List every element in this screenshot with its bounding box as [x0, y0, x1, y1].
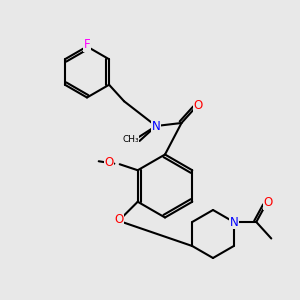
Text: F: F [84, 38, 90, 52]
Text: N: N [230, 215, 238, 229]
Text: N: N [152, 119, 160, 133]
Text: O: O [115, 213, 124, 226]
Text: CH₃: CH₃ [122, 135, 139, 144]
Text: O: O [105, 156, 114, 169]
Text: O: O [194, 98, 202, 112]
Text: O: O [264, 196, 273, 209]
